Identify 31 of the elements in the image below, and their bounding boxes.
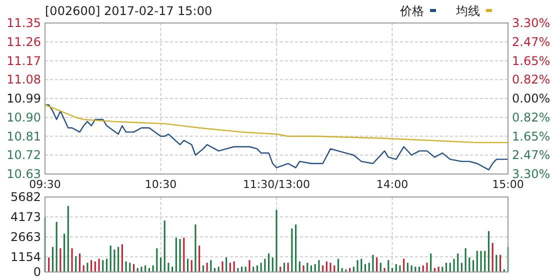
y2-tick-label: 1.65% [512,129,550,144]
y-tick-label: 1154 [10,250,41,264]
y-tick-label: 11.17 [6,54,41,68]
x-tick-label: 11:30/13:00 [242,178,310,191]
x-tick-label: 09:30 [29,178,61,191]
y-tick-label: 5682 [10,190,41,204]
x-tick-label: 10:30 [144,178,177,191]
x-tick-label: 14:00 [376,178,408,191]
y-tick-label: 11.35 [6,16,41,30]
y2-tick-label: 3.30% [512,16,550,30]
y2-tick-label: 0.00% [512,92,550,106]
x-tick-label: 15:00 [492,178,524,191]
y2-tick-label: 2.47% [512,34,550,49]
y-tick-label: 10.99 [6,92,41,106]
y-tick-label: 10.90 [6,110,41,124]
y2-tick-label: 0.82% [512,72,550,87]
y-tick-label: 4173 [10,210,41,224]
legend-label: 价格 [399,4,424,18]
y2-tick-label: 1.65% [512,54,550,68]
chart-title: [002600] 2017-02-17 15:00 [45,4,212,18]
y-tick-label: 10.72 [6,148,41,162]
legend-label: 均线 [455,4,480,18]
y2-tick-label: 2.47% [512,148,550,162]
y2-tick-label: 3.30% [512,167,550,181]
y-tick-label: 0 [33,265,41,279]
y-tick-label: 10.81 [6,129,41,144]
y-tick-label: 10.63 [6,167,41,181]
y2-tick-label: 0.82% [512,110,550,124]
y-tick-label: 2663 [10,230,41,244]
y-tick-label: 11.26 [6,34,41,49]
y-tick-label: 11.08 [6,72,41,87]
